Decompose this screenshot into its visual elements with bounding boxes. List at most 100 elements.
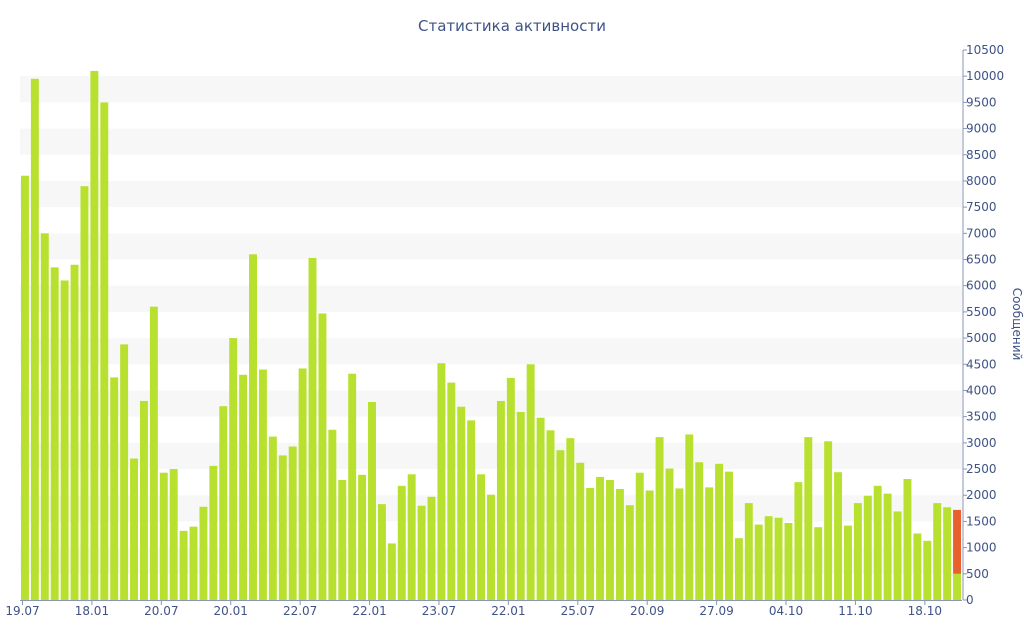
bar [804, 437, 813, 600]
bar [40, 233, 49, 601]
bar [90, 70, 99, 600]
y-axis: 0 500 1000 1500 2000 2500 3000 3500 4000 4500 5000… [962, 43, 1004, 607]
bar [883, 493, 892, 600]
y-tick-label: 0 [966, 593, 974, 607]
grid-band [20, 338, 962, 365]
bar [70, 264, 79, 600]
bar [576, 462, 585, 600]
bar [159, 472, 168, 600]
bar [298, 368, 307, 600]
bar [516, 411, 525, 600]
x-tick-label: 22.07 [283, 604, 317, 618]
bar [725, 471, 733, 600]
bar [447, 382, 456, 600]
bar [566, 438, 575, 600]
bar [943, 507, 952, 600]
bar [953, 573, 962, 600]
y-tick-label: 10000 [966, 69, 1004, 83]
bar [754, 524, 763, 600]
y-tick-label: 7000 [966, 226, 997, 240]
bar [853, 503, 862, 600]
y-tick-label: 2000 [966, 488, 997, 502]
y-tick-label: 6000 [966, 279, 997, 293]
bar [873, 485, 882, 600]
bar [477, 474, 486, 600]
bar [80, 186, 89, 600]
grid-band [20, 390, 962, 417]
x-tick-label: 25.07 [561, 604, 595, 618]
bar [487, 494, 495, 600]
y-tick-label: 10500 [966, 43, 1004, 57]
bar [348, 373, 357, 600]
bar [645, 490, 654, 600]
bar [665, 468, 674, 600]
y-axis-title: Сообщений [1010, 288, 1024, 361]
y-tick-label: 9500 [966, 95, 997, 109]
bar [526, 364, 535, 600]
bar [606, 480, 614, 600]
x-tick-label: 22.01 [352, 604, 386, 618]
x-tick-label: 22.01 [491, 604, 525, 618]
y-tick-label: 2500 [966, 462, 997, 476]
y-tick-label: 8000 [966, 174, 997, 188]
bar [377, 504, 386, 600]
x-axis: 19.07 18.01 20.07 20.01 22.07 22.01 23.07 22.01… [5, 600, 962, 618]
bar [655, 437, 664, 600]
bar [328, 429, 337, 600]
bar [20, 175, 29, 600]
bar [695, 462, 704, 600]
bar [794, 482, 803, 600]
bar [715, 463, 724, 600]
bar [536, 417, 545, 600]
bar [764, 516, 773, 600]
bar [705, 487, 714, 600]
y-tick-label: 3500 [966, 410, 997, 424]
bar [893, 511, 902, 600]
y-tick-label: 6500 [966, 253, 997, 267]
bar [139, 400, 148, 600]
bar [457, 406, 466, 600]
bar [219, 406, 228, 600]
y-tick-label: 1000 [966, 541, 997, 555]
bar [100, 102, 109, 600]
x-tick-label: 18.01 [75, 604, 109, 618]
y-tick-label: 5500 [966, 305, 997, 319]
bar [258, 369, 267, 600]
bar [60, 280, 69, 600]
bar [467, 420, 476, 600]
y-tick-label: 9000 [966, 122, 997, 136]
bars [20, 70, 962, 601]
bar [496, 400, 505, 600]
bar [814, 527, 823, 600]
bar [338, 480, 347, 600]
bar [358, 474, 367, 600]
x-tick-label: 20.01 [214, 604, 248, 618]
bar [903, 479, 912, 600]
bar [596, 476, 605, 600]
bar [635, 472, 644, 600]
bar [437, 363, 446, 600]
grid-band [20, 76, 962, 103]
bar [923, 540, 932, 600]
x-tick-label: 20.09 [630, 604, 664, 618]
bar [199, 506, 208, 600]
bar [933, 503, 942, 600]
bar [556, 450, 565, 600]
bar [368, 402, 376, 600]
bar [586, 487, 595, 600]
x-tick-label: 27.09 [699, 604, 733, 618]
x-tick-label: 11.10 [838, 604, 872, 618]
bar [615, 488, 624, 600]
y-tick-label: 4000 [966, 383, 997, 397]
y-tick-label: 500 [966, 567, 989, 581]
grid-band [20, 233, 962, 260]
bar [268, 436, 277, 600]
bar [863, 495, 872, 600]
bar [308, 257, 317, 600]
bar [675, 488, 684, 600]
bar [834, 472, 843, 600]
bar [824, 441, 833, 600]
bar [130, 458, 138, 600]
bar [209, 465, 218, 600]
bar [546, 430, 555, 600]
